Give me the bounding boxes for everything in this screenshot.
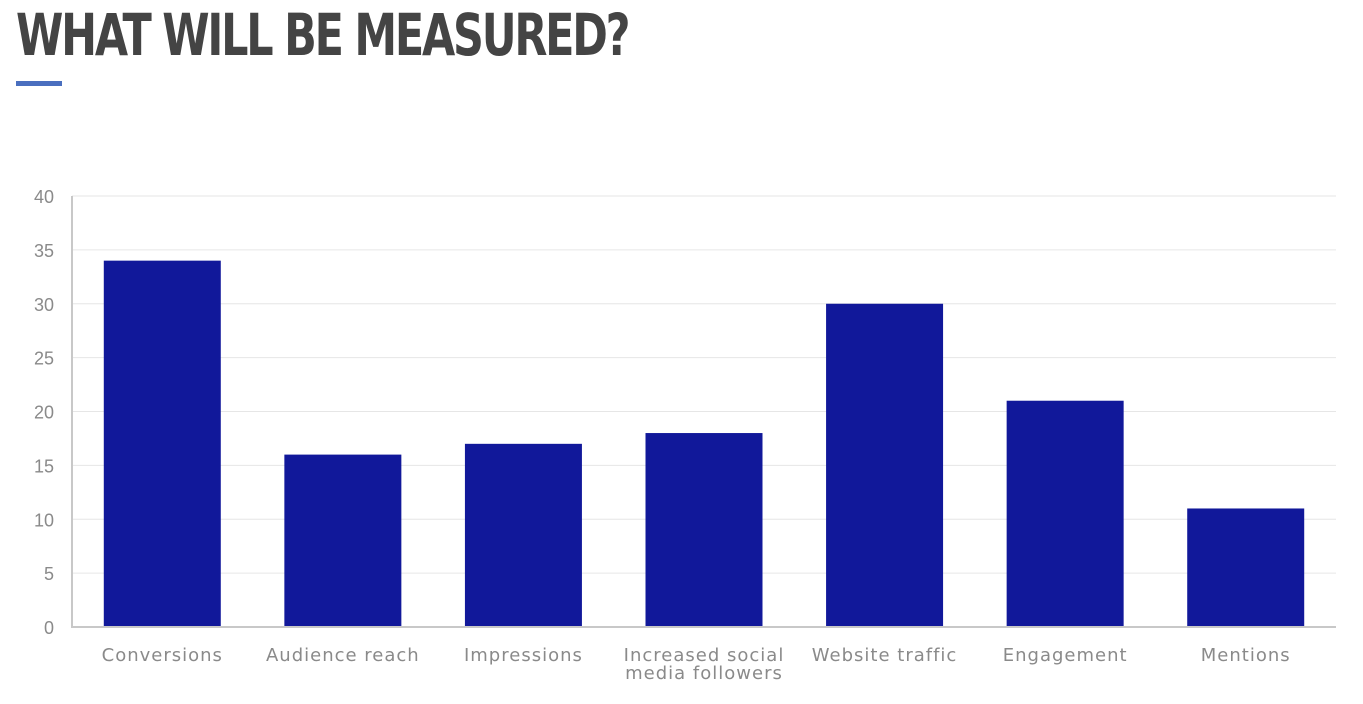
y-tick-label: 15 (34, 456, 54, 476)
x-tick-label: Conversions (102, 645, 223, 666)
x-tick-label: Audience reach (266, 645, 420, 666)
bar (826, 303, 944, 627)
bar (464, 443, 582, 627)
gridlines (72, 195, 1336, 574)
y-tick-label: 25 (34, 349, 54, 369)
y-tick-label: 0 (44, 618, 54, 638)
y-tick-label: 40 (34, 187, 54, 207)
page-title: WHAT WILL BE MEASURED? (16, 1, 631, 69)
bar (1006, 400, 1124, 627)
axes (71, 196, 1336, 628)
y-tick-label: 20 (34, 403, 54, 423)
title-underline (16, 81, 62, 86)
x-tick-label: Impressions (464, 645, 583, 666)
x-tick-label: Mentions (1201, 645, 1291, 666)
bar (645, 433, 763, 627)
x-tick-label: Website traffic (812, 645, 958, 666)
y-tick-label: 10 (34, 510, 54, 530)
y-tick-label: 35 (34, 241, 54, 261)
bar (1187, 508, 1305, 627)
bars (103, 260, 1305, 627)
x-axis-labels: Conversions Audience reach Impressions Incr… (102, 645, 1291, 684)
x-tick-label: Increased social media followers (624, 645, 785, 684)
y-tick-label: 30 (34, 295, 54, 315)
x-tick-label: Engagement (1003, 645, 1128, 666)
bar (103, 260, 221, 627)
y-tick-label: 5 (44, 564, 54, 584)
y-axis-ticks: 0 5 10 15 20 25 30 35 40 (34, 187, 54, 638)
bar (284, 454, 402, 627)
